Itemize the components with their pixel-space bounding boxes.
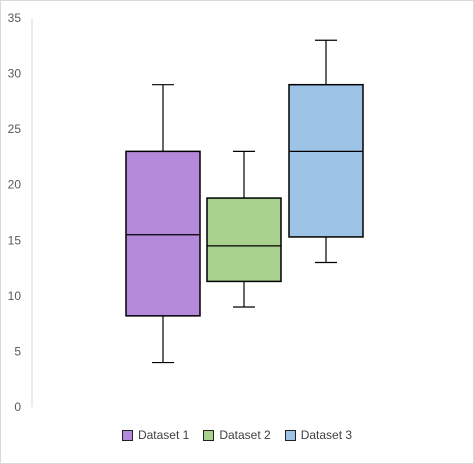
y-axis: 0 5 10 15 20 25 30 35 (8, 11, 33, 414)
legend-item-dataset-2: Dataset 2 (203, 428, 271, 442)
legend-label: Dataset 3 (300, 428, 353, 442)
y-tick-label: 30 (8, 67, 22, 81)
legend-swatch (121, 429, 133, 441)
y-tick-label: 5 (14, 344, 21, 358)
y-tick-label: 35 (8, 11, 22, 25)
legend-swatch (284, 429, 296, 441)
legend-item-dataset-3: Dataset 3 (284, 428, 353, 442)
iqr-box (206, 197, 282, 283)
y-tick-label: 0 (14, 400, 21, 414)
y-tick-label: 20 (8, 178, 22, 192)
box-1 (125, 84, 201, 364)
box-3 (288, 39, 364, 264)
legend-item-dataset-1: Dataset 1 (121, 428, 190, 442)
legend: Dataset 1 Dataset 2 Dataset 3 (0, 428, 474, 442)
y-tick-label: 25 (8, 122, 22, 136)
iqr-box (288, 83, 364, 238)
legend-label: Dataset 1 (137, 428, 190, 442)
iqr-box (125, 150, 201, 317)
box-2 (206, 150, 282, 308)
y-tick-label: 15 (8, 233, 22, 247)
legend-label: Dataset 2 (219, 428, 271, 442)
y-tick-label: 10 (8, 289, 22, 303)
legend-swatch (203, 429, 215, 441)
plot-area (125, 39, 364, 364)
